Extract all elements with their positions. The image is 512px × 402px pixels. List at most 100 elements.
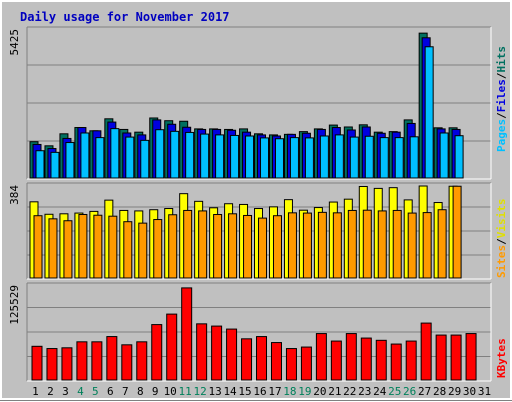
panel-1-bar-sites-day-2 [48, 218, 58, 279]
x-tick-label-day-8: 8 [137, 385, 144, 398]
panel-2-y-max-label: 125529 [8, 285, 21, 325]
x-tick-label-day-16: 16 [253, 385, 266, 398]
x-tick-label-day-5: 5 [92, 385, 99, 398]
panel-0-bar-pages-day-10 [170, 130, 180, 179]
panel-2-bar-kbytes-day-21 [330, 340, 342, 381]
panel-2-bar-kbytes-day-28 [435, 334, 447, 381]
panel-1-bar-sites-day-27 [422, 212, 432, 279]
panel-0-bar-pages-day-9 [155, 129, 165, 179]
panel-0-bar-pages-day-27 [424, 46, 434, 179]
panel-2-bar-kbytes-day-5 [91, 341, 103, 381]
x-tick-label-day-27: 27 [418, 385, 431, 398]
panel-0-bar-pages-day-4 [80, 132, 90, 179]
panel-1-bar-sites-day-6 [108, 215, 118, 279]
panel-1-legend: Sites/Visits [495, 199, 508, 279]
x-tick-label-day-30: 30 [463, 385, 476, 398]
panel-2-bar-kbytes-day-12 [196, 323, 208, 381]
panel-2-bar-kbytes-day-3 [61, 347, 73, 381]
panel-0-bar-pages-day-25 [394, 137, 404, 179]
panel-0-bar-pages-day-2 [50, 151, 60, 179]
panel-2-bar-kbytes-day-18 [285, 348, 297, 381]
x-tick-label-day-11: 11 [179, 385, 192, 398]
x-tick-label-day-31: 31 [478, 385, 491, 398]
panel-1-bar-sites-day-8 [138, 222, 148, 279]
panel-0-bar-pages-day-20 [319, 135, 329, 179]
panel-1-bar-sites-day-18 [287, 212, 297, 279]
x-tick-label-day-15: 15 [238, 385, 251, 398]
panel-1-bar-sites-day-14 [228, 213, 238, 279]
panel-1-bar-sites-day-11 [183, 209, 193, 279]
x-tick-label-day-13: 13 [208, 385, 221, 398]
panel-1-bar-sites-day-21 [332, 212, 342, 279]
x-tick-label-day-1: 1 [32, 385, 39, 398]
panel-1-bar-sites-day-13 [213, 214, 223, 279]
panel-0-bar-pages-day-12 [200, 133, 210, 179]
panel-2-bar-kbytes-day-17 [270, 342, 282, 381]
x-tick-label-day-19: 19 [298, 385, 311, 398]
x-tick-label-day-6: 6 [107, 385, 114, 398]
x-tick-label-day-9: 9 [152, 385, 159, 398]
panel-0-bar-pages-day-23 [364, 135, 374, 179]
panel-0-bar-pages-day-22 [349, 136, 359, 179]
panel-2-bar-kbytes-day-25 [390, 343, 402, 381]
panel-2-bar-kbytes-day-13 [211, 325, 223, 381]
panel-2-bar-kbytes-day-16 [256, 336, 268, 381]
chart-title: Daily usage for November 2017 [20, 10, 230, 24]
panel-2-bar-kbytes-day-23 [360, 337, 372, 381]
panel-0-bar-pages-day-11 [185, 131, 195, 179]
panel-2-bar-kbytes-day-11 [181, 287, 193, 381]
x-tick-label-day-10: 10 [164, 385, 177, 398]
panel-1-bar-sites-day-5 [93, 214, 103, 279]
x-tick-label-day-2: 2 [47, 385, 54, 398]
panel-0-bar-pages-day-18 [289, 137, 299, 179]
panel-0-bar-pages-day-21 [334, 134, 344, 179]
panel-0-legend: Pages/Files/Hits [495, 46, 508, 152]
panel-2-bar-kbytes-day-27 [420, 322, 432, 381]
panel-1-bar-sites-day-29 [452, 185, 462, 279]
panel-2-bar-kbytes-day-20 [315, 333, 327, 381]
panel-1-bar-sites-day-28 [437, 209, 447, 279]
panel-1-bar-sites-day-24 [377, 210, 387, 279]
panel-2-bar-kbytes-day-2 [46, 348, 58, 381]
panel-0-bar-pages-day-6 [110, 128, 120, 179]
panel-1-bar-sites-day-3 [63, 220, 73, 279]
panel-0-bar-pages-day-15 [245, 135, 255, 179]
x-tick-label-day-3: 3 [62, 385, 69, 398]
panel-1-bar-sites-day-9 [153, 219, 163, 279]
panel-2-bar-kbytes-day-7 [121, 344, 133, 381]
panel-0-bar-pages-day-3 [65, 142, 75, 179]
x-tick-label-day-12: 12 [194, 385, 207, 398]
panel-0-bar-pages-day-19 [304, 137, 314, 179]
x-tick-label-day-18: 18 [283, 385, 296, 398]
x-tick-label-day-25: 25 [388, 385, 401, 398]
panel-0-bar-pages-day-13 [215, 134, 225, 179]
panel-1-bar-sites-day-19 [302, 212, 312, 279]
panel-0-bar-pages-day-28 [439, 132, 449, 179]
panel-1-bar-sites-day-1 [33, 215, 43, 279]
panel-2-legend: KBytes [495, 338, 508, 378]
panel-0-bar-pages-day-17 [274, 138, 284, 179]
x-tick-label-day-17: 17 [268, 385, 281, 398]
panel-2-bar-kbytes-day-1 [31, 345, 43, 381]
panel-1-bar-sites-day-12 [198, 210, 208, 279]
panel-2-bar-kbytes-day-29 [450, 334, 462, 381]
x-tick-label-day-29: 29 [448, 385, 461, 398]
x-tick-label-day-14: 14 [223, 385, 237, 398]
panel-2-bar-kbytes-day-22 [345, 333, 357, 381]
panel-2-bar-kbytes-day-6 [106, 336, 118, 381]
panel-0-bar-pages-day-5 [95, 137, 105, 179]
panel-1-bar-sites-day-22 [347, 209, 357, 279]
x-tick-label-day-28: 28 [433, 385, 446, 398]
panel-2-bar-kbytes-day-8 [136, 341, 148, 381]
panel-2-bar-kbytes-day-30 [465, 333, 477, 381]
panel-0-bar-pages-day-16 [260, 137, 270, 179]
x-tick-label-day-21: 21 [328, 385, 341, 398]
panel-2-bar-kbytes-day-14 [226, 328, 238, 381]
panel-1-bar-sites-day-16 [258, 217, 268, 279]
panel-2-bar-kbytes-day-9 [151, 324, 163, 381]
panel-0-bar-pages-day-1 [35, 150, 45, 179]
panel-1-bar-sites-day-10 [168, 214, 178, 279]
x-tick-label-day-22: 22 [343, 385, 356, 398]
